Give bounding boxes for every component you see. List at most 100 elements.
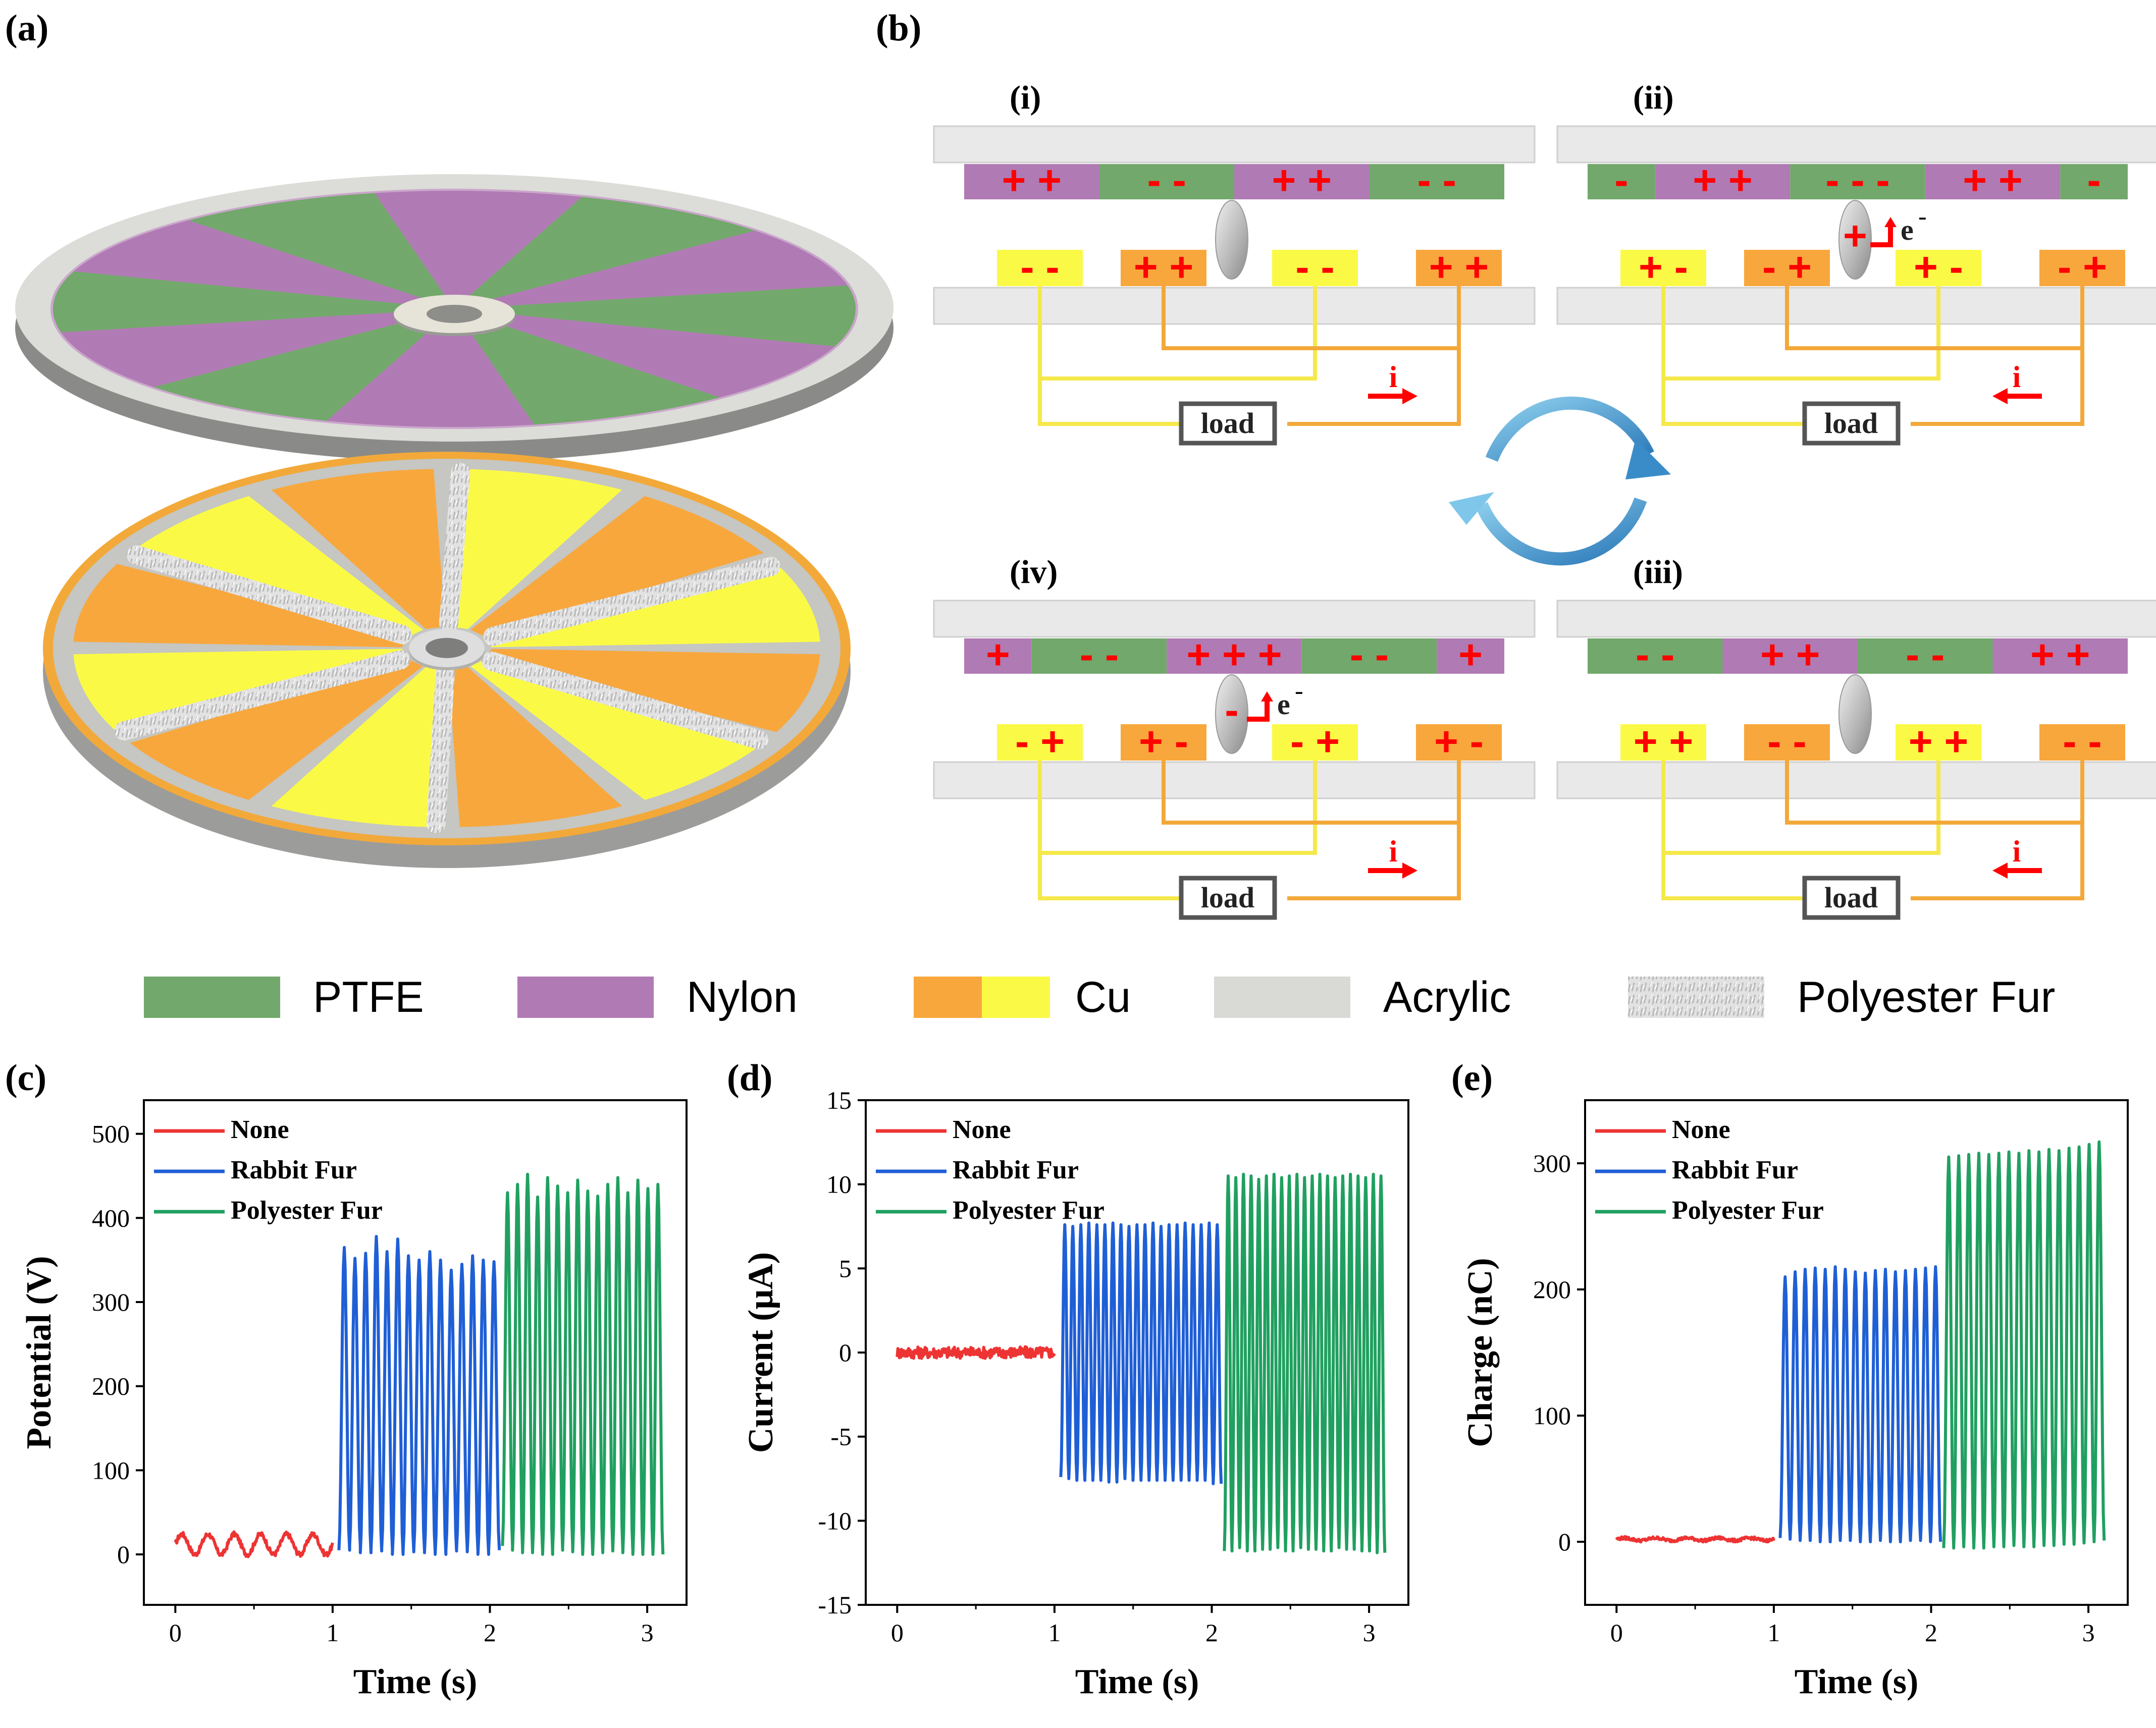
bottom-acrylic-plate [1556, 761, 2156, 799]
yellow-wires [1661, 286, 1940, 426]
ptfe-segment [1301, 638, 1437, 674]
load-label: load [1824, 881, 1878, 914]
ptfe-sector [454, 285, 856, 347]
y-tick-label: -5 [830, 1423, 852, 1451]
yellow-wires [1038, 761, 1317, 900]
copper-electrode [1896, 724, 1981, 761]
load-box [1802, 401, 1901, 446]
electron-arrow [1870, 225, 1893, 247]
fur-particle [1215, 200, 1248, 280]
legend-entry: Polyester Fur [953, 1196, 1105, 1225]
legend-entry: Rabbit Fur [1672, 1156, 1798, 1184]
x-tick-label: 3 [1363, 1618, 1376, 1647]
copper-electrode [486, 649, 820, 732]
charge-sign: - - [1417, 157, 1456, 203]
fur-brush [114, 650, 410, 741]
legend-entry: None [1672, 1115, 1730, 1144]
nylon-sector [74, 220, 455, 309]
y-tick-label: 0 [839, 1338, 852, 1367]
cycle-arrowhead-right [1625, 439, 1671, 479]
plot-frame [1584, 1099, 2129, 1606]
charge-sign: + + [2030, 632, 2090, 678]
copper-electrode [1744, 250, 1830, 286]
legend-swatch [517, 977, 654, 1018]
electron-superscript: - [1918, 202, 1927, 230]
charge-sign: - - [1350, 632, 1389, 678]
ptfe-segment [1858, 638, 1993, 674]
copper-electrode [470, 496, 764, 637]
load-label: load [1201, 407, 1254, 440]
x-tick-label: 1 [1767, 1618, 1780, 1647]
y-tick-label: 300 [92, 1288, 130, 1316]
current-arrow [1368, 388, 1417, 404]
electron-arrowhead [1261, 691, 1273, 701]
y-tick-label: 0 [117, 1540, 130, 1569]
orange-wires [1162, 761, 1461, 900]
load-label: load [1824, 407, 1878, 440]
ptfe-sector [454, 309, 720, 425]
bottom-acrylic-plate [933, 287, 1536, 325]
x-axis-title: Time (s) [1795, 1662, 1919, 1701]
charge-sign: - - [1767, 719, 1806, 765]
legend-entry: Polyester Fur [1672, 1196, 1824, 1225]
legend-label: Nylon [687, 973, 798, 1021]
copper-electrode [73, 649, 407, 732]
copper-electrode [448, 469, 622, 629]
stage-iii: (iii) - - + + - - + + + + - - + + - - load i [1556, 554, 2156, 920]
ptfe-segment [1790, 164, 1925, 199]
ptfe-sector [188, 193, 454, 309]
legend-swatch [144, 977, 280, 1018]
cycle-arrowhead-left [1449, 492, 1494, 525]
y-axis-title: Charge (nC) [1461, 1258, 1500, 1447]
nylon-segment [1167, 638, 1302, 674]
current-label: i [1389, 360, 1398, 394]
copper-electrode [73, 564, 407, 647]
copper-electrode [1272, 250, 1358, 286]
electron-superscript: - [1295, 676, 1303, 705]
copper-electrode [1416, 250, 1502, 286]
nylon-segment [1437, 638, 1504, 674]
charge-sign: - + [1762, 244, 1812, 290]
x-tick-label: 1 [326, 1618, 339, 1647]
bottom-disc [43, 452, 851, 868]
material-legend: PTFE Nylon Cu Acrylic Polyester Fur [144, 973, 2055, 1021]
y-axis-title: Current (μA) [742, 1252, 780, 1453]
series-line-rabbit-fur [1059, 1221, 1223, 1485]
nylon-segment [1234, 164, 1370, 199]
charge-sign: - [1614, 157, 1628, 203]
legend-label: Cu [1075, 973, 1131, 1021]
legend-entry: Rabbit Fur [953, 1156, 1079, 1184]
y-tick-label: 100 [1533, 1401, 1571, 1430]
x-tick-label: 3 [2082, 1618, 2095, 1647]
panel-label-a: (a) [5, 8, 48, 49]
charge-sign: - - [1147, 157, 1186, 203]
y-tick-label: 400 [92, 1204, 130, 1232]
charge-sign: + + [1634, 719, 1694, 765]
y-tick-label: 15 [826, 1086, 852, 1114]
copper-electrode [1620, 724, 1706, 761]
charge-sign: - [2087, 157, 2100, 203]
panel-label-c: (c) [5, 1057, 46, 1099]
copper-electrode [448, 667, 622, 827]
legend-item: Polyester Fur [1628, 973, 2055, 1021]
legend-swatch [982, 977, 1050, 1018]
charge-sign: + - [1914, 244, 1963, 290]
y-tick-label: 5 [839, 1254, 852, 1282]
fur-brush [482, 651, 769, 749]
bottom-acrylic-plate [933, 761, 1536, 799]
legend-swatch [1214, 977, 1350, 1018]
ptfe-segment [1588, 638, 1723, 674]
charge-sign: - + [1290, 719, 1340, 765]
charge-sign: - - [1295, 244, 1334, 290]
nylon-segment [1655, 164, 1791, 199]
charge-sign: - - [1020, 244, 1059, 290]
legend-entry: None [231, 1115, 289, 1144]
charge-sign: - - [1080, 632, 1119, 678]
x-tick-label: 0 [891, 1618, 904, 1647]
legend-label: Polyester Fur [1797, 973, 2055, 1021]
ptfe-segment [1099, 164, 1234, 199]
top-acrylic-plate [1556, 600, 2156, 638]
orange-wires [1162, 286, 1461, 426]
